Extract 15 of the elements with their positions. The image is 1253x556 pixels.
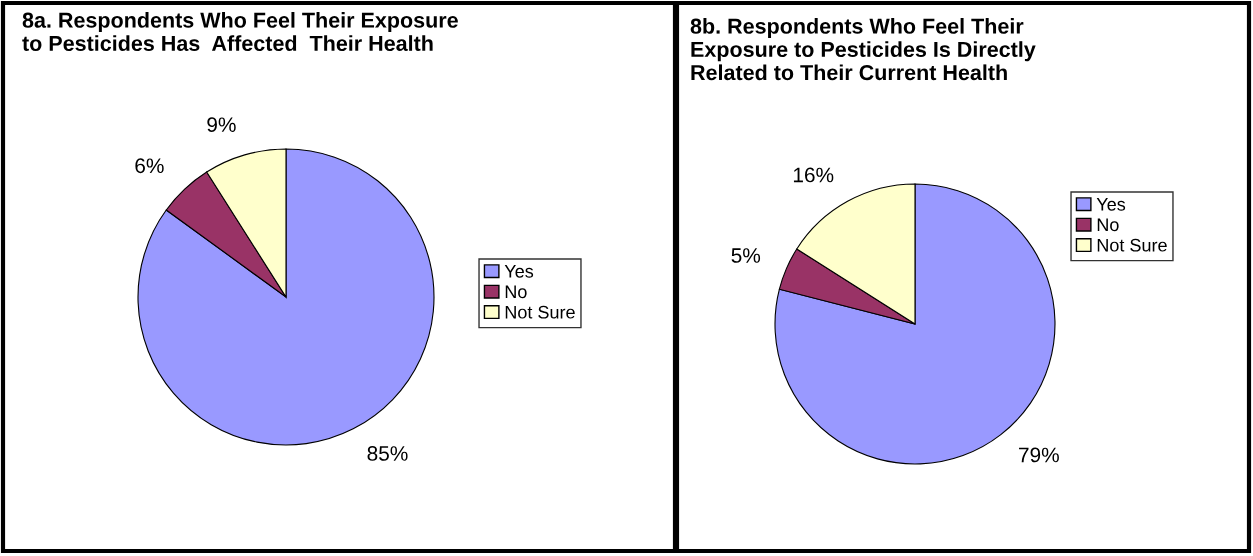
data-label: 16%	[793, 167, 834, 183]
pie-slice	[137, 148, 435, 446]
chart-title: 8b. Respondents Who Feel Their Exposure to Pesticides Is Directly Related to Their Current Health	[690, 18, 1036, 81]
data-label: 5%	[731, 248, 761, 263]
data-label: 79%	[1019, 447, 1059, 463]
data-label: 9%	[207, 117, 236, 133]
legend-label: Not Sure	[1097, 238, 1167, 252]
legend-label: No	[1097, 218, 1119, 232]
legend-label: Not Sure	[505, 305, 575, 319]
legend-label: No	[505, 285, 527, 299]
legend-label: Yes	[504, 265, 534, 278]
data-label: 85%	[367, 446, 408, 461]
chart-title: 8a. Respondents Who Feel Their Exposure to Pesticides Has Affected Their Health	[22, 12, 458, 51]
legend-label: Yes	[1096, 198, 1126, 211]
data-label: 6%	[135, 158, 164, 174]
